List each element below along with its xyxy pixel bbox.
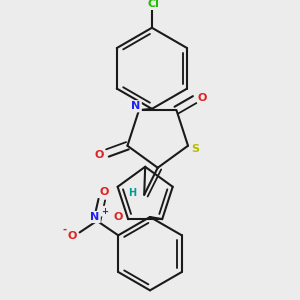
- Text: +: +: [101, 207, 108, 216]
- Text: -: -: [62, 224, 66, 235]
- Text: N: N: [131, 101, 141, 111]
- Text: O: O: [114, 212, 123, 222]
- Text: S: S: [192, 144, 200, 154]
- Text: Cl: Cl: [148, 0, 160, 9]
- Text: O: O: [198, 93, 207, 103]
- Text: O: O: [94, 150, 104, 160]
- Text: N: N: [90, 212, 100, 222]
- Text: O: O: [67, 231, 76, 241]
- Text: H: H: [129, 188, 137, 198]
- Text: O: O: [99, 187, 108, 197]
